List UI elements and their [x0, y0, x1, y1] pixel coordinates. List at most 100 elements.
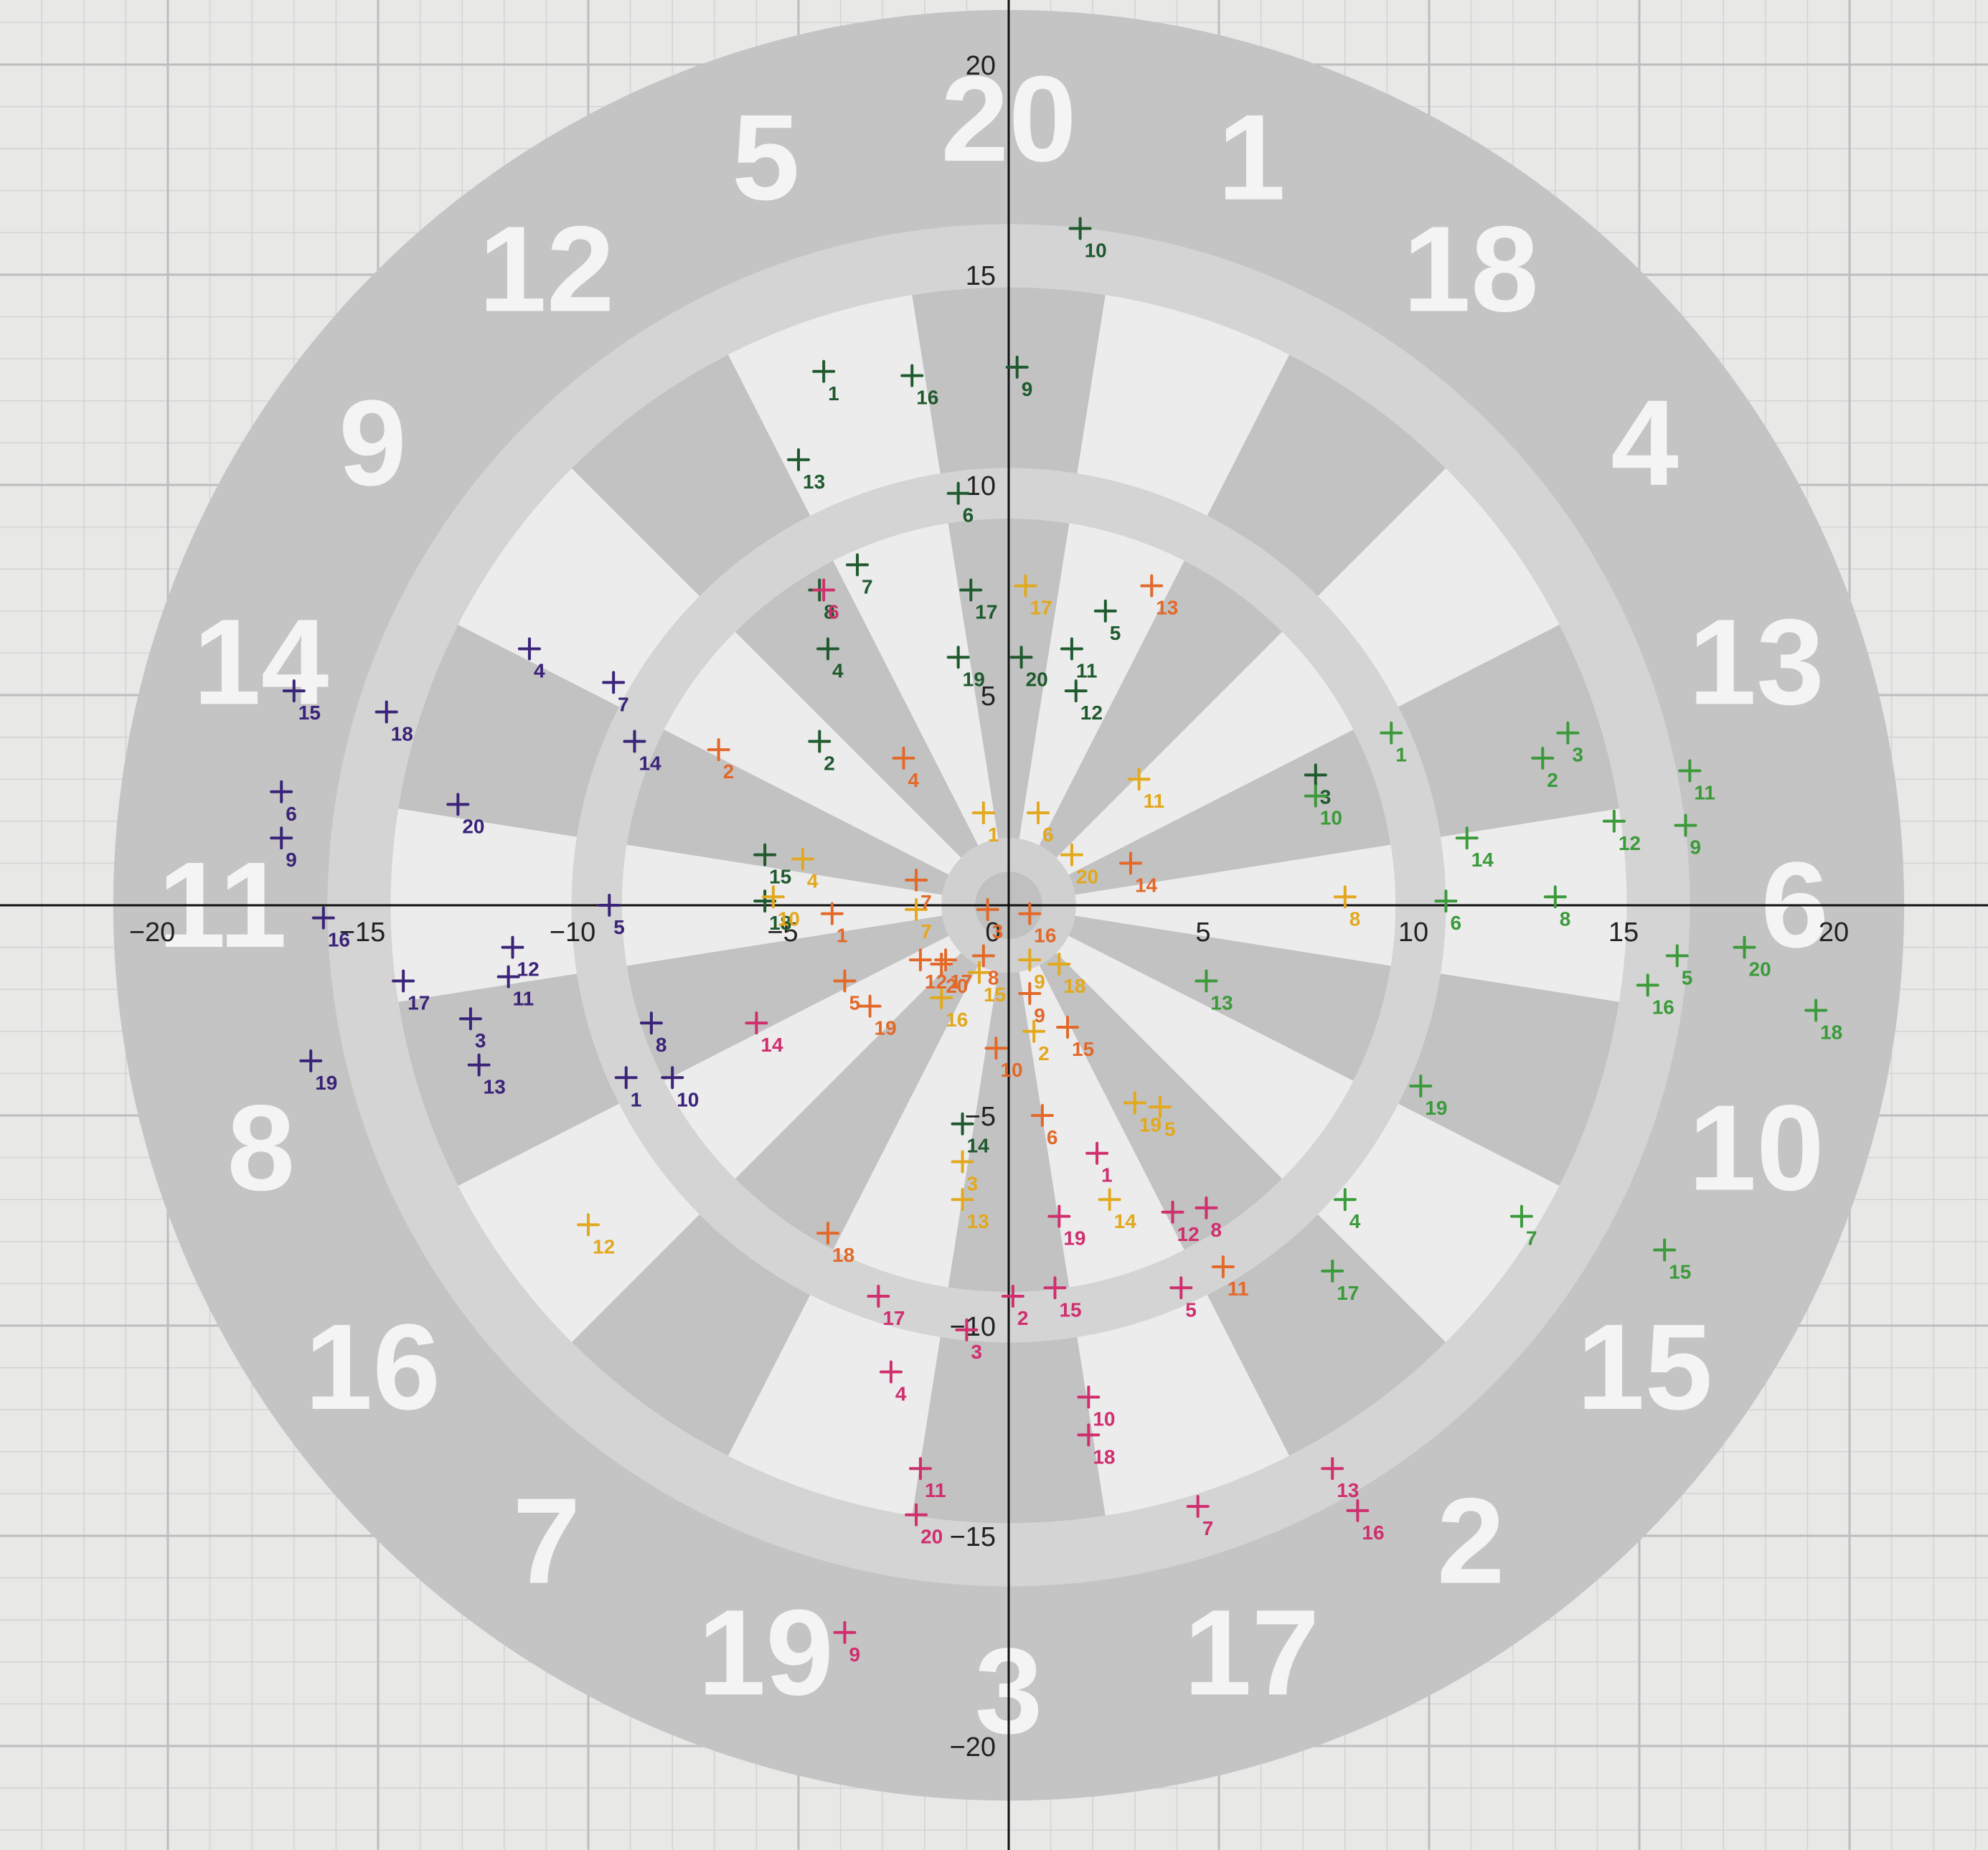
data-point-marker — [392, 969, 415, 993]
data-point-marker — [1665, 944, 1689, 968]
board-segment-outer — [571, 1214, 811, 1456]
data-point-marker — [934, 948, 958, 972]
data-point-marker — [661, 1066, 684, 1090]
dartboard-number: 14 — [193, 594, 329, 730]
data-point-marker — [1098, 1188, 1121, 1212]
data-point-marker — [951, 1150, 974, 1174]
data-point-marker — [905, 868, 928, 892]
data-point-label: 10 — [1093, 1408, 1115, 1430]
dartboard-number: 8 — [227, 1080, 296, 1217]
data-point-label: 4 — [807, 870, 819, 892]
board-segment-outer — [1398, 624, 1619, 837]
data-point-marker — [299, 1049, 323, 1072]
data-point-label: 13 — [1156, 597, 1178, 619]
data-point-marker — [1304, 763, 1327, 787]
dartboard-number: 17 — [1184, 1585, 1319, 1721]
y-tick-label: 10 — [966, 471, 996, 501]
data-point-label: 17 — [975, 601, 997, 623]
data-point-label: 9 — [1034, 1004, 1045, 1027]
data-point-label: 1 — [1395, 744, 1407, 766]
data-point-label: 16 — [1362, 1521, 1384, 1544]
data-point-label: 19 — [1425, 1097, 1447, 1119]
data-point-marker — [930, 986, 953, 1009]
data-point-marker — [1733, 935, 1756, 959]
data-point-marker — [867, 1284, 890, 1308]
data-point-label: 7 — [862, 575, 873, 598]
data-point-label: 2 — [1038, 1042, 1050, 1065]
data-point-label: 6 — [963, 504, 974, 527]
data-point-label: 6 — [828, 601, 839, 623]
data-point-label: 19 — [963, 668, 985, 690]
x-tick-label: −15 — [339, 917, 385, 948]
x-tick-label: −20 — [129, 917, 175, 948]
data-point-marker — [1804, 999, 1828, 1022]
data-point-label: 13 — [1337, 1479, 1359, 1501]
data-point-label: 14 — [967, 1135, 990, 1157]
data-point-label: 16 — [1652, 996, 1674, 1018]
data-point-label: 6 — [1042, 823, 1054, 846]
x-tick-label: 5 — [1195, 917, 1210, 948]
data-point-label: 1 — [988, 823, 999, 846]
data-point-marker — [1014, 574, 1037, 598]
dartboard-number: 19 — [698, 1585, 834, 1721]
board-segment-outer — [1207, 354, 1446, 597]
data-point-marker — [812, 359, 836, 383]
data-point-marker — [1018, 948, 1042, 972]
data-point-marker — [1068, 217, 1092, 240]
data-point-marker — [787, 448, 810, 471]
data-point-marker — [1211, 1255, 1235, 1278]
data-point-label: 7 — [1526, 1227, 1537, 1250]
data-point-label: 11 — [1144, 790, 1165, 812]
board-segment-inner — [1068, 915, 1391, 1081]
data-point-label: 12 — [517, 958, 540, 981]
board-segment-inner — [626, 915, 949, 1081]
data-point-marker — [707, 738, 730, 762]
data-point-label: 9 — [1022, 378, 1033, 400]
data-point-label: 13 — [967, 1210, 989, 1232]
dartboard-number: 12 — [479, 201, 614, 337]
x-tick-label: 10 — [1398, 917, 1428, 948]
data-point-marker — [908, 1457, 932, 1481]
data-point-label: 14 — [1471, 849, 1494, 871]
data-point-marker — [967, 961, 991, 984]
dartboard-number: 4 — [1611, 375, 1679, 511]
data-point-marker — [1169, 1276, 1193, 1300]
board-segment-outer — [398, 624, 619, 837]
data-point-label: 20 — [920, 1526, 943, 1548]
data-point-label: 14 — [760, 1034, 783, 1056]
data-point-label: 20 — [1026, 668, 1048, 690]
data-point-marker — [1195, 969, 1218, 993]
board-segment-outer — [1398, 973, 1619, 1186]
data-point-marker — [753, 889, 777, 913]
x-tick-label: 0 — [985, 917, 1000, 948]
data-point-marker — [905, 1503, 928, 1526]
data-point-marker — [467, 1053, 491, 1077]
data-point-label: 6 — [1450, 912, 1461, 934]
data-point-marker — [816, 637, 840, 661]
board-segment-outer — [398, 973, 619, 1186]
data-point-label: 11 — [513, 988, 534, 1010]
data-point-label: 5 — [1164, 1118, 1176, 1140]
data-point-marker — [1556, 721, 1580, 745]
data-point-marker — [446, 793, 470, 816]
data-point-label: 17 — [882, 1307, 905, 1329]
data-point-label: 5 — [849, 991, 860, 1014]
data-point-marker — [1060, 843, 1083, 867]
data-point-marker — [1195, 1196, 1218, 1219]
data-point-label: 10 — [1085, 240, 1107, 262]
data-point-marker — [1161, 1200, 1184, 1224]
data-point-marker — [1018, 982, 1042, 1006]
data-point-marker — [1030, 1104, 1054, 1127]
data-point-label: 14 — [1135, 874, 1158, 896]
data-point-marker — [1043, 1276, 1067, 1300]
data-point-label: 6 — [1047, 1126, 1058, 1148]
data-point-marker — [501, 935, 524, 959]
data-point-marker — [458, 1007, 482, 1031]
data-point-marker — [946, 646, 970, 669]
data-point-label: 3 — [475, 1029, 486, 1052]
data-point-label: 15 — [298, 702, 321, 724]
data-point-marker — [971, 801, 995, 825]
